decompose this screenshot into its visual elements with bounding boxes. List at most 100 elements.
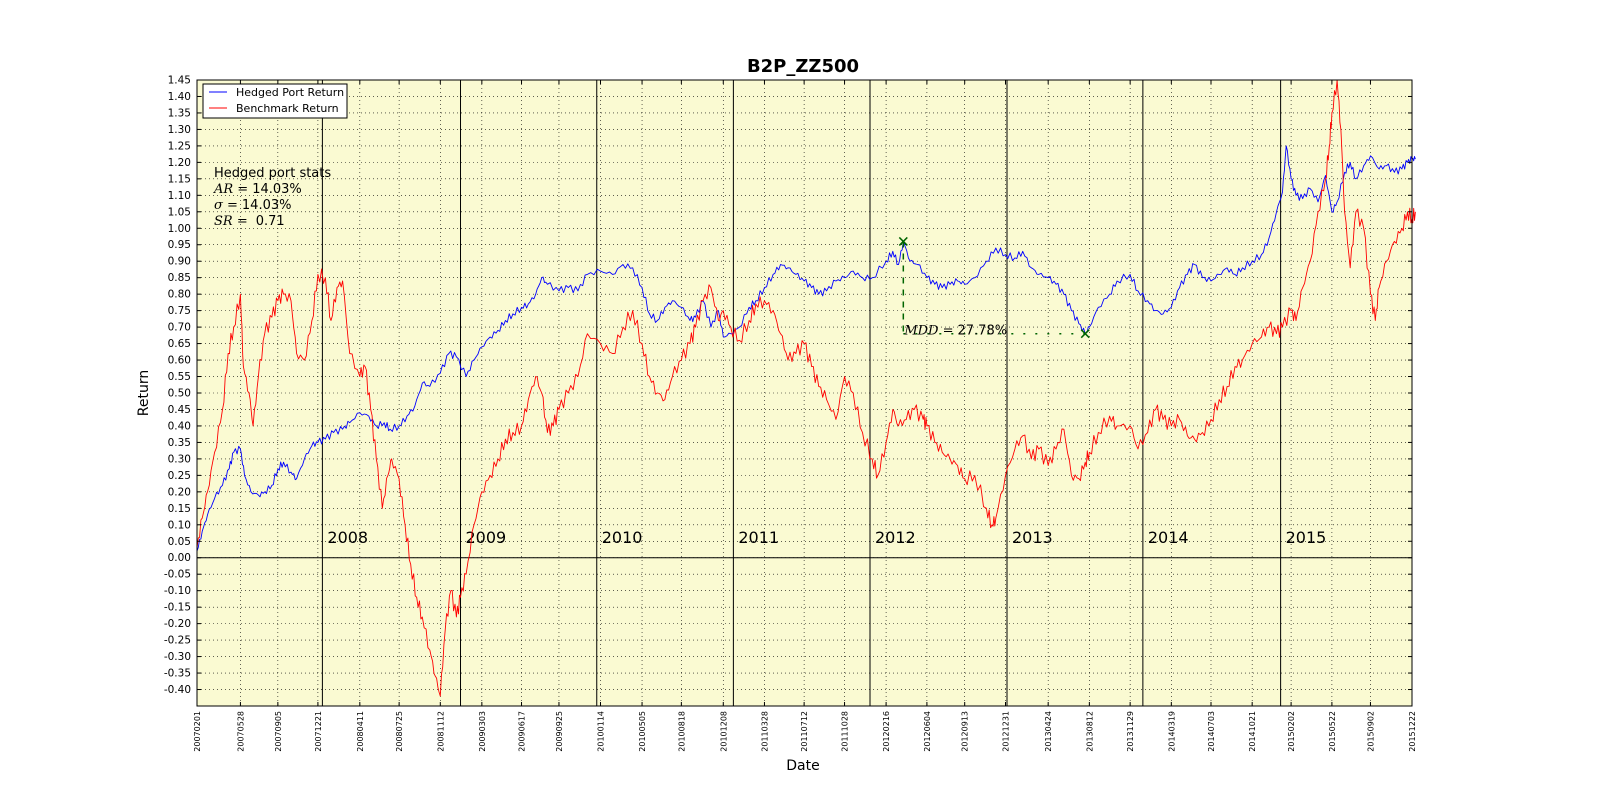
x-tick-label: 20140319 [1167,711,1176,752]
y-tick-label: 1.30 [168,124,191,136]
year-label: 2015 [1286,528,1327,547]
stats-heading: Hedged port stats [214,166,331,181]
y-axis-ticks: -0.40 -0.35 -0.30 -0.25 -0.20 -0.15 -0.10 -0.05… [164,75,1412,696]
y-tick-label: 1.45 [168,75,191,87]
year-label: 2014 [1148,528,1189,547]
y-tick-label: 0.20 [168,486,191,498]
y-tick-label: 0.10 [168,519,191,531]
x-tick-label: 20070905 [274,711,283,752]
x-tick-label: 20100818 [677,711,686,752]
x-tick-label: 20140703 [1207,711,1216,752]
x-tick-label: 20130424 [1044,711,1053,752]
y-tick-label: 0.05 [168,536,191,548]
y-tick-label: 0.55 [168,371,191,383]
legend-label-hedged: Hedged Port Return [236,86,344,99]
series-line-hedged [196,145,1416,552]
y-tick-label: 1.05 [168,206,191,218]
y-tick-label: 1.15 [168,173,191,185]
stats-sr-label: SR = [214,214,248,229]
x-tick-label: 20100505 [638,711,647,752]
x-tick-label: 20100114 [597,711,606,752]
x-tick-label: 20111028 [841,711,850,752]
y-tick-label: -0.35 [164,668,191,680]
grid [196,79,1413,706]
y-tick-label: 0.90 [168,256,191,268]
stats-annotation: Hedged port stats AR = 14.03% σ = 14.03% S… [213,166,331,229]
x-tick-label: 20120216 [882,711,891,752]
stats-ar: AR = 14.03% [213,182,302,197]
mdd-label-value: 27.78% [958,324,1008,339]
y-tick-label: 0.95 [168,239,191,251]
y-tick-label: 0.75 [168,305,191,317]
year-label: 2011 [738,528,779,547]
x-tick-label: 20070528 [236,711,245,752]
y-tick-label: 0.15 [168,503,191,515]
x-axis-ticks: 20070201 20070528 20070905 20071221 20080411… [193,80,1417,752]
y-tick-label: -0.40 [164,684,191,696]
x-tick-label: 20120913 [961,711,970,752]
mdd-annotation: MDD = 27.78% [898,236,1090,339]
year-label: 2008 [327,528,368,547]
x-tick-label: 20150202 [1287,711,1296,752]
year-label: 2013 [1012,528,1053,547]
y-tick-label: 0.65 [168,338,191,350]
y-tick-label: 0.40 [168,420,191,432]
stats-sr-value: 0.71 [256,214,285,229]
x-axis-label: Date [786,758,819,774]
x-tick-label: 20101208 [719,711,728,752]
y-tick-label: 1.40 [168,91,191,103]
x-tick-label: 20121231 [1002,711,1011,752]
year-label: 2010 [602,528,643,547]
y-tick-label: 0.50 [168,388,191,400]
y-tick-label: 0.35 [168,437,191,449]
y-tick-label: 1.20 [168,157,191,169]
x-tick-label: 20090925 [555,711,564,752]
stats-sigma-label: σ = [214,198,238,213]
y-axis-label: Return [136,370,152,416]
mdd-label-name: MDD = [903,324,953,339]
x-tick-label: 20120604 [923,711,932,752]
x-tick-label: 20130812 [1085,711,1094,752]
x-tick-label: 20151222 [1408,711,1417,752]
y-tick-label: -0.05 [164,569,191,581]
y-tick-label: -0.30 [164,651,191,663]
legend-label-benchmark: Benchmark Return [236,102,339,115]
x-tick-label: 20071221 [314,711,323,752]
y-tick-label: 1.10 [168,190,191,202]
year-label: 2012 [875,528,916,547]
stats-ar-value: 14.03% [252,182,302,197]
x-tick-label: 20110712 [800,711,809,752]
x-tick-label: 20150902 [1366,711,1375,752]
series-line-benchmark [196,79,1416,697]
y-tick-label: -0.10 [164,585,191,597]
y-tick-label: 0.70 [168,322,191,334]
x-tick-label: 20081112 [436,711,445,752]
y-tick-label: 0.30 [168,453,191,465]
y-tick-label: 0.25 [168,470,191,482]
x-tick-label: 20090617 [518,711,527,752]
y-tick-label: 0.45 [168,404,191,416]
y-tick-label: 1.25 [168,140,191,152]
stats-sigma: σ = 14.03% [214,198,291,213]
x-tick-label: 20080411 [356,711,365,752]
legend-box [202,83,348,119]
year-dividers: 2008 2009 2010 2011 2012 2013 2014 2015 [321,80,1327,706]
x-tick-label: 20141021 [1248,711,1257,752]
mdd-label: MDD = 27.78% [903,324,1007,339]
stats-ar-label: AR = [213,182,248,197]
series-lines [196,79,1416,697]
x-tick-label: 20090303 [478,711,487,752]
x-tick-label: 20110328 [760,711,769,752]
y-tick-label: 0.00 [168,552,191,564]
y-tick-label: 1.00 [168,223,191,235]
legend: Hedged Port Return Benchmark Return [202,83,348,119]
x-tick-label: 20080725 [395,711,404,752]
y-tick-label: 0.80 [168,289,191,301]
y-tick-label: 0.85 [168,272,191,284]
stats-sr: SR = 0.71 [214,214,285,229]
chart-title: B2P_ZZ500 [747,56,859,77]
x-tick-label: 20150522 [1328,711,1337,752]
y-tick-label: -0.25 [164,635,191,647]
x-tick-label: 20070201 [193,711,202,752]
